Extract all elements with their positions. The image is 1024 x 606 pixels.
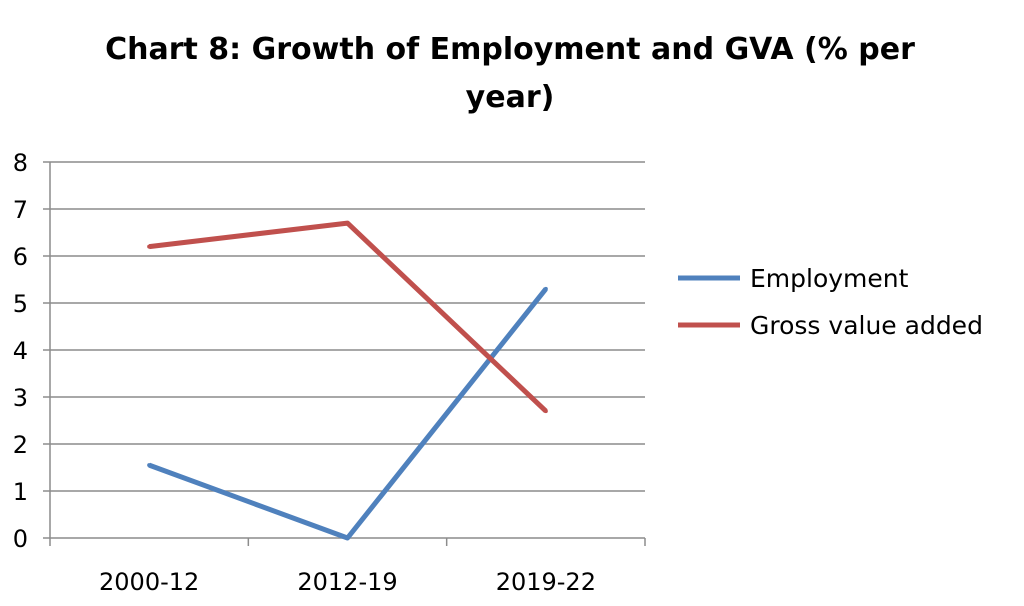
y-tick-label: 5 bbox=[13, 290, 28, 318]
x-tick-label: 2012-19 bbox=[297, 568, 397, 596]
y-tick-label: 3 bbox=[13, 384, 28, 412]
y-tick-label: 1 bbox=[13, 478, 28, 506]
y-tick-label: 4 bbox=[13, 337, 28, 365]
legend-label: Employment bbox=[750, 264, 909, 293]
series-line bbox=[148, 287, 548, 541]
data-point bbox=[543, 286, 548, 291]
data-point bbox=[147, 244, 152, 249]
y-tick-label: 0 bbox=[13, 525, 28, 553]
x-tick-label: 2019-22 bbox=[496, 568, 596, 596]
legend-label: Gross value added bbox=[750, 311, 983, 340]
gridlines bbox=[50, 161, 645, 492]
y-tick-label: 8 bbox=[13, 149, 28, 177]
axes: 0 1 2 3 4 5 6 7 8 2000-12 2012-19 2019-22 bbox=[13, 149, 646, 596]
y-tick-label: 6 bbox=[13, 243, 28, 271]
data-point bbox=[147, 463, 152, 468]
legend: Employment Gross value added bbox=[678, 264, 983, 340]
y-tick-label: 7 bbox=[13, 196, 28, 224]
chart-title: Chart 8: Growth of Employment and GVA (%… bbox=[105, 32, 915, 115]
y-tick-label: 2 bbox=[13, 431, 28, 459]
series-lines bbox=[147, 220, 548, 541]
series-line bbox=[148, 220, 548, 413]
data-point bbox=[345, 221, 350, 226]
data-point bbox=[543, 409, 548, 414]
data-point bbox=[345, 536, 350, 540]
x-tick-label: 2000-12 bbox=[99, 568, 199, 596]
